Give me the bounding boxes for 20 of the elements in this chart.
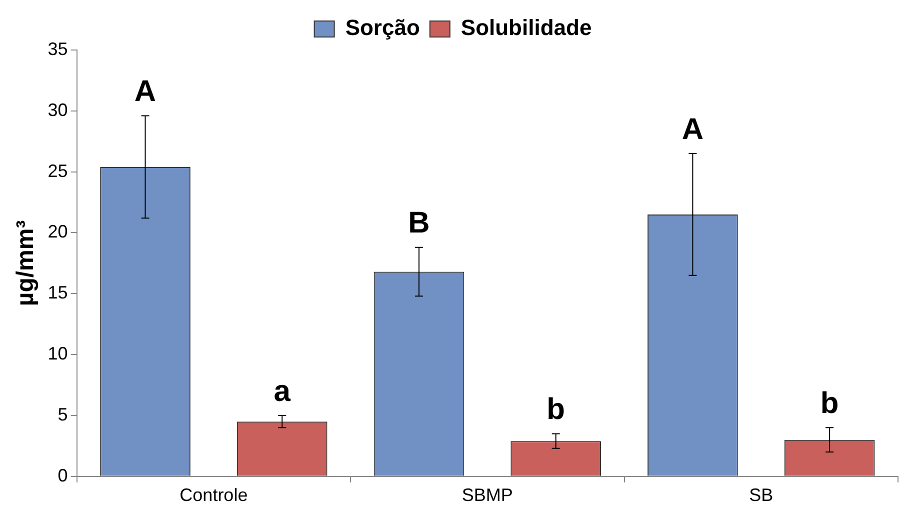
annotation: b [546, 393, 566, 426]
y-tick-label: 0 [58, 465, 68, 486]
y-tick-label: 20 [48, 222, 68, 242]
y-tick-label: 10 [48, 344, 68, 364]
y-tick-label: 25 [48, 160, 68, 181]
y-tick-label: 30 [48, 100, 68, 120]
legend-label: Solubilidade [460, 15, 592, 40]
y-tick-label: 5 [58, 404, 68, 424]
x-tick-label: SB [749, 485, 774, 506]
annotation: b [820, 386, 839, 420]
legend-label: Sorção [345, 15, 420, 40]
annotation: a [274, 374, 291, 408]
x-tick-label: Controle [180, 485, 248, 506]
y-tick-label: 35 [48, 38, 68, 59]
x-tick-label: SBMP [462, 485, 513, 506]
annotation: A [682, 112, 704, 146]
annotation: B [408, 206, 430, 240]
y-tick-label: 15 [48, 282, 68, 303]
annotation: A [134, 75, 156, 108]
y-axis-title: µg/mm³ [12, 220, 40, 306]
